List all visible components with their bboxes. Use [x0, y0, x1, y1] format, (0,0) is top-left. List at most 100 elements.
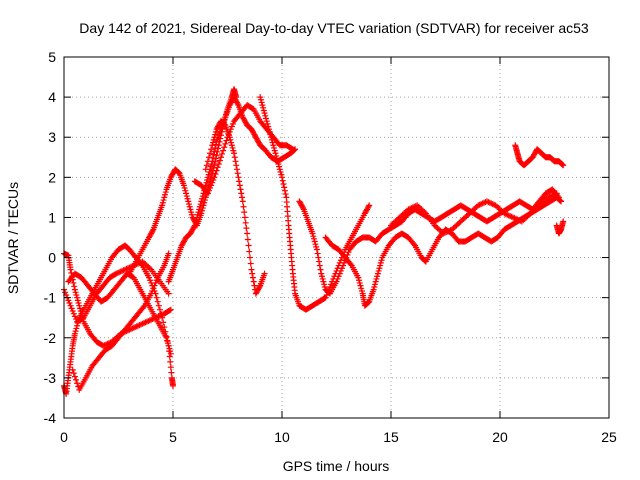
data-point [316, 262, 323, 269]
data-point [206, 168, 213, 175]
data-point [205, 154, 212, 161]
data-point [371, 283, 378, 290]
data-point [75, 300, 82, 307]
data-point [319, 275, 326, 282]
data-point [365, 203, 372, 210]
data-point [214, 164, 221, 171]
data-point [164, 337, 171, 344]
data-point [372, 278, 379, 285]
data-point [213, 152, 220, 159]
data-point [214, 148, 221, 155]
series-track-h [202, 118, 268, 297]
data-point [154, 298, 161, 305]
data-point [193, 214, 200, 221]
data-point [228, 142, 235, 149]
data-point [198, 210, 205, 217]
data-point [261, 110, 268, 117]
data-point [155, 302, 162, 309]
series-track-k [296, 186, 562, 297]
data-point [273, 155, 280, 162]
data-point [242, 219, 249, 226]
data-point [265, 123, 272, 130]
data-point [356, 279, 363, 286]
data-point [347, 261, 354, 268]
data-point [211, 162, 218, 169]
data-point [156, 306, 163, 313]
data-point [235, 174, 242, 181]
series-track-o [388, 190, 560, 237]
data-point [322, 294, 329, 301]
data-point [277, 168, 284, 175]
data-point [223, 137, 230, 144]
data-point [321, 283, 328, 290]
data-point [239, 198, 246, 205]
x-tick-label: 10 [274, 429, 290, 445]
data-point [208, 146, 215, 153]
data-point [229, 144, 236, 151]
data-point [275, 160, 282, 167]
data-point [202, 166, 209, 173]
data-point [338, 265, 345, 272]
data-point [358, 287, 365, 294]
grid [64, 57, 609, 418]
data-point [184, 195, 191, 202]
data-points [61, 86, 567, 397]
data-point [274, 158, 281, 165]
data-point [260, 107, 267, 114]
data-point [69, 308, 76, 315]
series-track-g [165, 94, 299, 285]
data-point [73, 291, 80, 298]
plot-frame [63, 56, 610, 419]
data-point [356, 277, 363, 284]
data-point [69, 366, 76, 373]
data-point [148, 290, 155, 297]
data-point [70, 310, 77, 317]
data-point [153, 277, 160, 284]
data-point [229, 120, 236, 127]
data-point [234, 100, 241, 107]
data-point [167, 364, 174, 371]
data-point [71, 313, 78, 320]
y-tick-label: 4 [48, 89, 56, 105]
y-tick-label: -1 [44, 290, 57, 306]
data-point [281, 187, 288, 194]
x-tick-label: 20 [492, 429, 508, 445]
data-point [203, 162, 210, 169]
data-point [161, 194, 168, 201]
data-point [160, 319, 167, 326]
series-track-d [69, 250, 172, 393]
data-point [209, 142, 216, 149]
data-point [357, 282, 364, 289]
data-point [158, 310, 165, 317]
data-point [146, 274, 153, 281]
data-point [74, 320, 81, 327]
data-point [233, 166, 240, 173]
data-point [279, 174, 285, 181]
data-point [227, 126, 234, 133]
data-point [377, 259, 384, 266]
series-track-c [61, 242, 176, 397]
data-point [70, 279, 77, 286]
data-point [75, 317, 82, 324]
data-point [321, 295, 328, 302]
data-point [192, 219, 199, 226]
data-point [199, 205, 206, 212]
data-point [76, 305, 83, 312]
data-point [247, 254, 254, 261]
data-point [163, 334, 170, 341]
data-point [222, 140, 229, 147]
data-point [268, 136, 275, 143]
data-point [150, 285, 157, 292]
data-point [165, 290, 172, 297]
data-point [152, 279, 159, 286]
data-point [243, 225, 250, 232]
data-point [558, 198, 565, 205]
data-point [162, 189, 169, 196]
data-point [74, 294, 81, 301]
data-point [201, 197, 208, 204]
data-point [321, 281, 328, 288]
data-point [560, 218, 567, 225]
data-point [168, 369, 175, 376]
data-point [557, 197, 564, 204]
data-point [185, 198, 192, 205]
